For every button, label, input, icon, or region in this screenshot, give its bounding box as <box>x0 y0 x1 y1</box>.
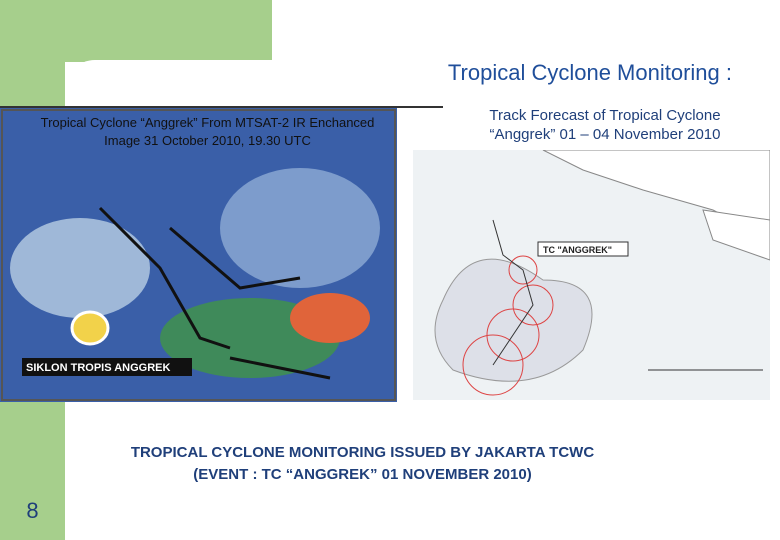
frame-line <box>0 106 443 108</box>
satellite-image: SIKLON TROPIS ANGGREK <box>0 108 397 402</box>
footer-line: TROPICAL CYCLONE MONITORING ISSUED BY JA… <box>130 444 595 461</box>
page-number: 8 <box>26 498 39 523</box>
map-label: TC "ANGGREK" <box>543 245 612 255</box>
footer-line: (EVENT : TC “ANGGREK” 01 NOVEMBER 2010) <box>193 466 532 483</box>
track-map: TC "ANGGREK" <box>413 150 770 400</box>
image-label: SIKLON TROPIS ANGGREK <box>26 362 170 374</box>
slide-title: Tropical Cyclone Monitoring : <box>447 60 732 85</box>
footer-text: TROPICAL CYCLONE MONITORING ISSUED BY JA… <box>65 442 660 486</box>
right-caption: Track Forecast of Tropical Cyclone “Angg… <box>489 107 721 143</box>
left-caption: Tropical Cyclone “Anggrek” From MTSAT-2 … <box>40 115 375 148</box>
